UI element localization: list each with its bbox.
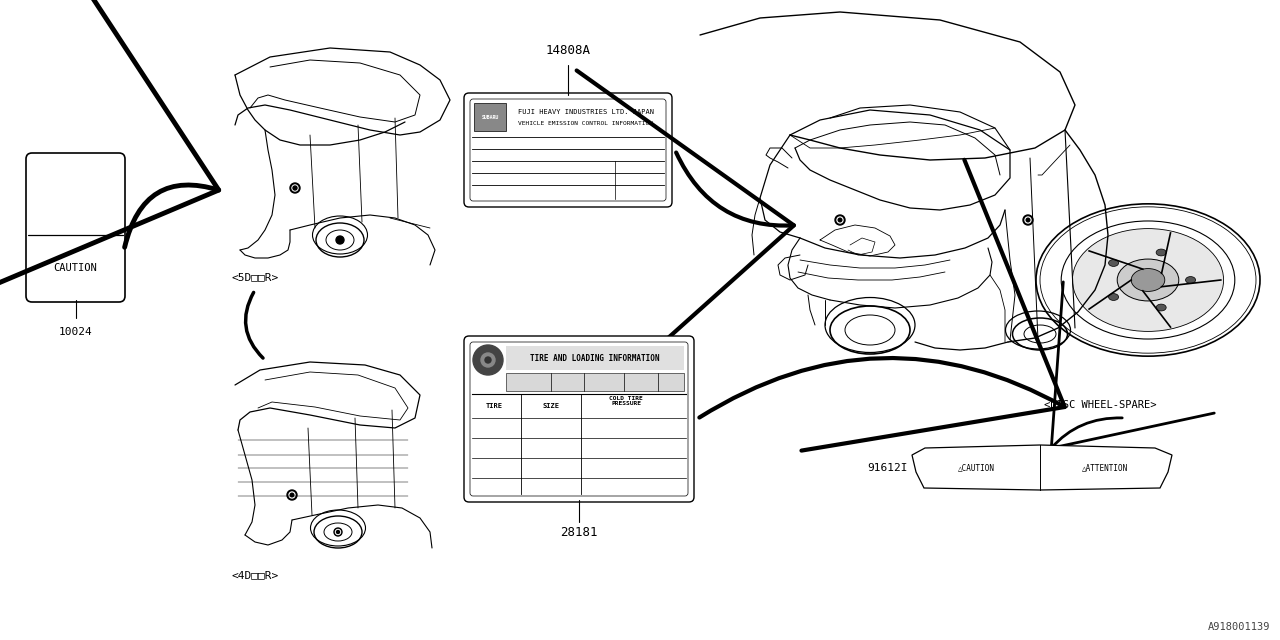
FancyArrowPatch shape (246, 292, 262, 358)
Circle shape (289, 492, 294, 498)
Circle shape (337, 531, 339, 534)
Text: FUJI HEAVY INDUSTRIES LTD. JAPAN: FUJI HEAVY INDUSTRIES LTD. JAPAN (518, 109, 654, 115)
Circle shape (837, 217, 844, 223)
Circle shape (485, 357, 492, 363)
Text: 28181: 28181 (561, 525, 598, 538)
Circle shape (292, 185, 298, 191)
FancyArrowPatch shape (0, 0, 219, 342)
Circle shape (291, 493, 294, 497)
Circle shape (1023, 215, 1033, 225)
Ellipse shape (1185, 276, 1196, 284)
FancyBboxPatch shape (465, 336, 694, 502)
Circle shape (481, 353, 495, 367)
Circle shape (838, 218, 842, 222)
Circle shape (334, 528, 342, 536)
Text: SIZE: SIZE (543, 403, 559, 409)
Text: <DISC WHEEL-SPARE>: <DISC WHEEL-SPARE> (1043, 400, 1156, 410)
FancyBboxPatch shape (465, 93, 672, 207)
Ellipse shape (1108, 294, 1119, 300)
FancyBboxPatch shape (26, 153, 125, 302)
Ellipse shape (1073, 228, 1224, 332)
Bar (506, 346, 684, 370)
Ellipse shape (1156, 304, 1166, 311)
Ellipse shape (1117, 259, 1179, 301)
Text: VEHICLE EMISSION CONTROL INFORMATION: VEHICLE EMISSION CONTROL INFORMATION (518, 120, 653, 125)
Text: A918001139: A918001139 (1207, 622, 1270, 632)
Polygon shape (911, 445, 1172, 490)
Circle shape (1027, 218, 1030, 222)
Text: <4D□□R>: <4D□□R> (232, 570, 279, 580)
Ellipse shape (1108, 260, 1119, 266)
Text: △CAUTION: △CAUTION (957, 463, 995, 472)
FancyArrowPatch shape (1051, 282, 1215, 448)
FancyArrowPatch shape (699, 160, 1065, 451)
Text: SUBARU: SUBARU (481, 115, 499, 120)
Circle shape (335, 529, 340, 534)
Circle shape (287, 490, 297, 500)
Circle shape (335, 236, 344, 244)
Text: TIRE: TIRE (485, 403, 503, 409)
Text: COLD TIRE
PRESSURE: COLD TIRE PRESSURE (609, 396, 643, 406)
Text: 14808A: 14808A (545, 44, 590, 57)
Circle shape (474, 345, 503, 375)
Bar (506, 373, 684, 391)
Ellipse shape (1132, 269, 1165, 291)
Circle shape (291, 183, 300, 193)
Text: <5D□□R>: <5D□□R> (232, 272, 279, 282)
Circle shape (293, 186, 297, 190)
Text: CAUTION: CAUTION (54, 263, 97, 273)
Text: TIRE AND LOADING INFORMATION: TIRE AND LOADING INFORMATION (530, 353, 659, 362)
Text: 10024: 10024 (59, 327, 92, 337)
FancyBboxPatch shape (470, 99, 666, 201)
Text: 91612I: 91612I (868, 463, 908, 473)
Ellipse shape (1156, 249, 1166, 256)
FancyBboxPatch shape (470, 342, 689, 496)
Text: △ATTENTION: △ATTENTION (1082, 463, 1128, 472)
FancyArrowPatch shape (577, 70, 794, 403)
Bar (474, 103, 506, 131)
Circle shape (835, 215, 845, 225)
Circle shape (1025, 217, 1030, 223)
